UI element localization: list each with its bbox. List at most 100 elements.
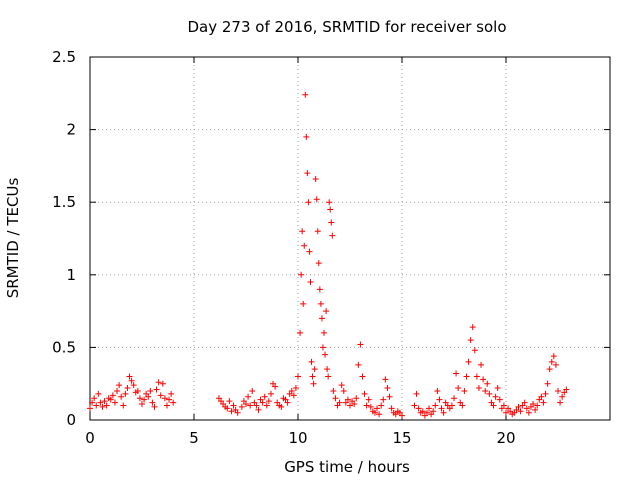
data-point — [326, 199, 333, 206]
data-point — [259, 399, 266, 406]
data-point — [355, 361, 362, 368]
x-tick-label: 15 — [392, 429, 411, 447]
data-point — [494, 385, 501, 392]
data-point — [249, 387, 256, 394]
data-point — [367, 403, 374, 410]
data-point — [423, 409, 430, 416]
data-point — [134, 387, 141, 394]
data-point — [523, 405, 530, 412]
data-point — [101, 398, 108, 405]
data-point — [288, 387, 295, 394]
data-point — [278, 403, 285, 410]
data-point — [432, 402, 439, 409]
data-point — [323, 308, 330, 315]
data-points — [87, 91, 570, 419]
data-point — [451, 395, 457, 402]
data-point — [136, 395, 143, 402]
data-point — [306, 248, 313, 255]
data-point — [563, 386, 570, 393]
data-point — [328, 219, 335, 226]
data-point — [324, 366, 331, 373]
data-point — [166, 396, 173, 403]
data-point — [91, 395, 98, 402]
data-point — [338, 382, 345, 389]
data-point — [124, 385, 131, 392]
data-point — [357, 341, 364, 348]
data-point — [161, 395, 168, 402]
data-point — [238, 403, 245, 410]
y-tick-label: 1.5 — [52, 193, 76, 211]
data-point — [107, 396, 114, 403]
data-point — [126, 373, 133, 380]
data-point — [145, 393, 152, 400]
data-point — [411, 402, 418, 409]
data-point — [436, 396, 443, 403]
data-point — [363, 402, 370, 409]
data-point — [290, 392, 297, 399]
data-point — [234, 409, 241, 416]
data-point — [376, 411, 383, 418]
y-tick-label: 0.5 — [52, 338, 76, 356]
data-point — [492, 393, 499, 400]
data-point — [89, 399, 96, 406]
data-point — [515, 403, 522, 410]
data-point — [486, 390, 493, 397]
y-axis-title: SRMTID / TECUs — [4, 178, 22, 299]
data-point — [157, 392, 164, 399]
x-tick-label: 20 — [496, 429, 515, 447]
data-point — [459, 402, 466, 409]
data-point — [496, 396, 503, 403]
data-point — [544, 380, 551, 387]
data-point — [99, 403, 106, 410]
data-point — [314, 228, 321, 235]
chart-title: Day 273 of 2016, SRMTID for receiver sol… — [188, 18, 507, 36]
data-point — [478, 361, 485, 368]
data-point — [310, 380, 317, 387]
data-point — [243, 401, 249, 408]
x-tick-label: 5 — [189, 429, 199, 447]
data-point — [226, 398, 233, 405]
data-point — [455, 385, 462, 392]
data-point — [465, 358, 472, 365]
axis-ticks: 0 5 10 15 20 0 0.5 1 1.5 2 2.5 — [52, 48, 610, 447]
data-point — [322, 351, 329, 358]
data-point — [386, 393, 393, 400]
data-point — [380, 396, 387, 403]
data-point — [299, 228, 306, 235]
data-point — [353, 395, 360, 402]
data-point — [120, 402, 127, 409]
data-point — [168, 390, 175, 397]
data-point — [340, 387, 347, 394]
data-point — [555, 387, 561, 394]
data-point — [316, 286, 323, 293]
data-point — [517, 408, 524, 415]
data-point — [467, 337, 474, 344]
data-point — [434, 387, 441, 394]
data-point — [530, 401, 537, 408]
data-point — [542, 390, 549, 397]
data-point — [550, 353, 557, 360]
data-point — [371, 409, 378, 416]
data-point — [500, 402, 507, 409]
data-point — [319, 344, 326, 351]
data-point — [302, 91, 309, 98]
data-point — [382, 376, 389, 383]
data-point — [378, 402, 385, 409]
data-point — [309, 373, 316, 380]
data-point — [245, 393, 252, 400]
data-point — [170, 399, 177, 406]
data-point — [122, 390, 129, 397]
data-point — [532, 406, 539, 413]
data-point — [503, 409, 509, 416]
data-point — [247, 402, 254, 409]
data-point — [521, 399, 528, 406]
data-point — [426, 405, 433, 412]
data-point — [87, 405, 93, 412]
data-point — [415, 405, 422, 412]
data-point — [399, 412, 405, 419]
data-point — [305, 199, 312, 206]
data-point — [261, 393, 268, 400]
data-point — [295, 373, 301, 380]
x-axis-title: GPS time / hours — [284, 458, 410, 476]
data-point — [228, 408, 235, 415]
